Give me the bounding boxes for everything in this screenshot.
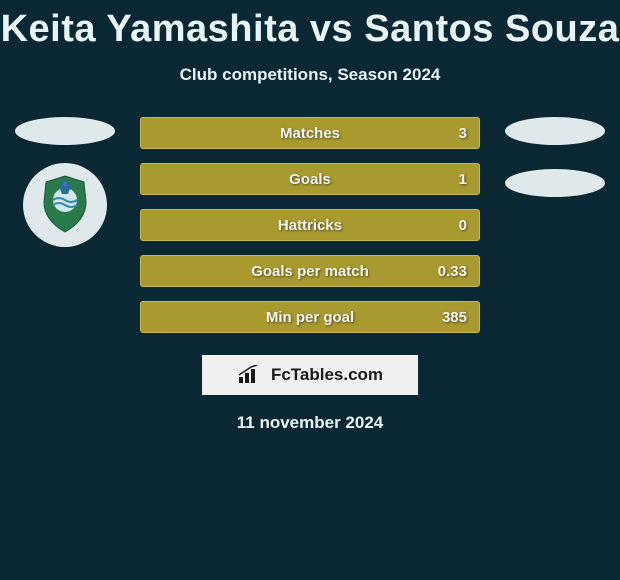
club-avatar-right bbox=[505, 169, 605, 197]
branding-box[interactable]: FcTables.com bbox=[202, 355, 418, 395]
player-avatar-left bbox=[15, 117, 115, 145]
stat-row-min-per-goal: Min per goal 385 bbox=[140, 301, 480, 333]
stat-value: 385 bbox=[442, 309, 467, 326]
stat-row-matches: Matches 3 bbox=[140, 117, 480, 149]
stat-row-goals-per-match: Goals per match 0.33 bbox=[140, 255, 480, 287]
stat-label: Goals bbox=[289, 171, 331, 188]
stat-label: Min per goal bbox=[266, 309, 354, 326]
stat-value: 0 bbox=[459, 217, 467, 234]
stat-value: 1 bbox=[459, 171, 467, 188]
branding-text: FcTables.com bbox=[271, 365, 383, 385]
page-title: Keita Yamashita vs Santos Souza bbox=[0, 0, 620, 51]
stat-value: 3 bbox=[459, 125, 467, 142]
stat-label: Hattricks bbox=[278, 217, 342, 234]
stat-value: 0.33 bbox=[438, 263, 467, 280]
page-subtitle: Club competitions, Season 2024 bbox=[0, 65, 620, 85]
bar-chart-icon bbox=[237, 365, 265, 385]
left-column bbox=[10, 117, 120, 247]
club-logo-left bbox=[23, 163, 107, 247]
stat-label: Matches bbox=[280, 125, 340, 142]
content-area: Matches 3 Goals 1 Hattricks 0 Goals per … bbox=[0, 117, 620, 347]
stat-label: Goals per match bbox=[251, 263, 369, 280]
date-line: 11 november 2024 bbox=[0, 413, 620, 433]
player-avatar-right bbox=[505, 117, 605, 145]
stat-row-goals: Goals 1 bbox=[140, 163, 480, 195]
stats-container: Matches 3 Goals 1 Hattricks 0 Goals per … bbox=[140, 117, 480, 347]
shield-waves-icon bbox=[32, 172, 98, 238]
stat-row-hattricks: Hattricks 0 bbox=[140, 209, 480, 241]
right-column bbox=[500, 117, 610, 215]
